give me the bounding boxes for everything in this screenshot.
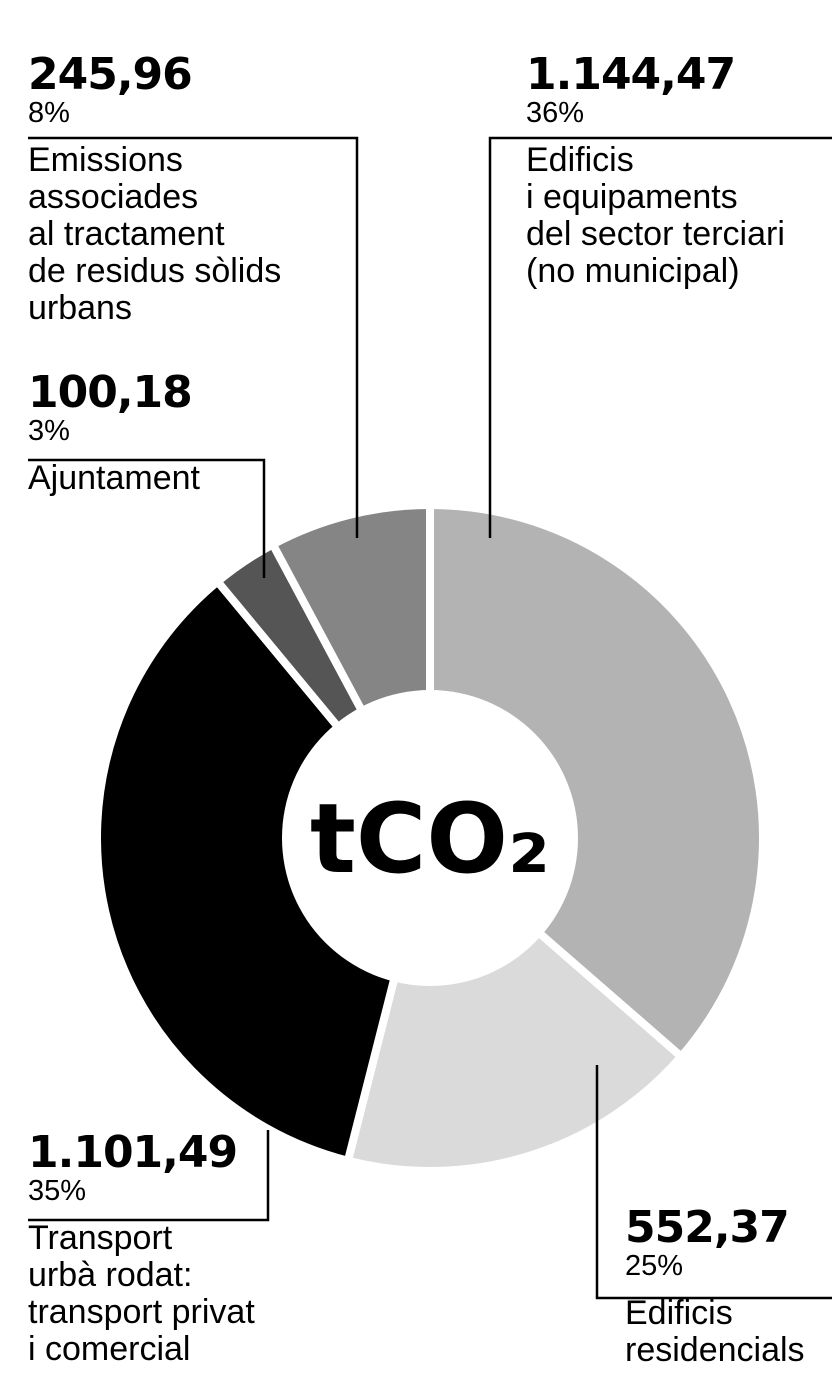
leader-line-residencials [595,1065,832,1300]
slice-label-residencials: 552,37 25% Edificis residencials [625,1205,805,1369]
category-label: Edificis residencials [625,1294,805,1369]
percent-label: 36% [526,97,585,129]
category-label: Transport urbà rodat: transport privat i… [28,1219,255,1368]
category-label: Ajuntament [28,459,200,497]
value-label: 100,18 [28,367,193,418]
value-label: 1.101,49 [28,1127,238,1178]
value-label: 245,96 [28,49,193,100]
percent-label: 3% [28,415,70,447]
percent-label: 8% [28,97,70,129]
value-label: 552,37 [625,1202,790,1253]
category-label: Edificis i equipaments del sector tercia… [526,141,785,290]
leader-line-ajuntament [28,458,266,578]
category-label: Emissions associades al tractament de re… [28,141,282,327]
slice-label-ajuntament: 100,18 3% Ajuntament [28,370,200,497]
leader-line-residus [28,136,359,538]
donut-hole [282,690,578,986]
slice-label-residus: 245,96 8% Emissions associades al tracta… [28,52,281,327]
slice-label-transport: 1.101,49 35% Transport urbà rodat: trans… [28,1130,255,1368]
slice-terciari [426,501,767,1061]
percent-label: 35% [28,1175,87,1207]
center-label: tCO₂ [310,783,550,895]
slice-label-terciari: 1.144,47 36% Edificis i equipaments del … [526,52,785,290]
leader-line-terciari [488,136,832,538]
slice-transport [93,577,434,1165]
percent-label: 25% [625,1250,684,1282]
leader-line-transport [28,1130,270,1222]
value-label: 1.144,47 [526,49,736,100]
